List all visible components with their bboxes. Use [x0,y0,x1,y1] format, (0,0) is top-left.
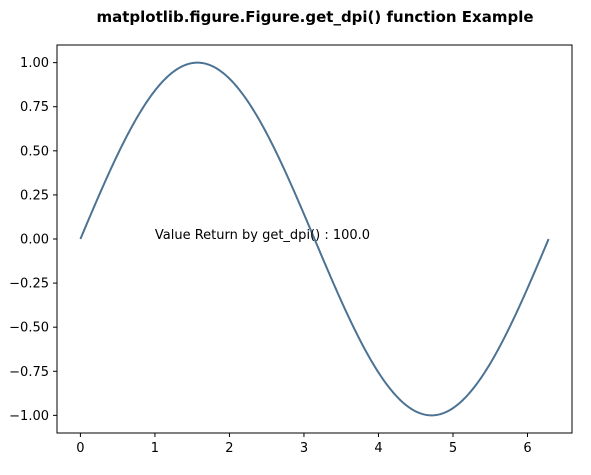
x-tick-label: 3 [300,441,308,456]
y-tick-label: 0.00 [20,233,49,248]
x-tick-label: 1 [151,441,159,456]
y-tick-label: 0.25 [20,188,49,203]
chart-title: matplotlib.figure.Figure.get_dpi() funct… [96,8,534,26]
y-tick-label: −1.00 [9,409,49,424]
series-line-0 [79,61,550,417]
x-tick-label: 6 [523,441,531,456]
y-tick-label: −0.75 [9,365,49,380]
x-tick-label: 2 [225,441,233,456]
x-tick-label: 5 [449,441,457,456]
y-tick-label: 0.50 [20,144,49,159]
y-tick-label: −0.50 [9,321,49,336]
y-tick-label: −0.25 [9,277,49,292]
annotation-text: Value Return by get_dpi() : 100.0 [155,228,370,243]
y-tick-label: 1.00 [20,56,49,71]
x-tick-label: 4 [374,441,382,456]
y-tick-label: 0.75 [20,100,49,115]
x-tick-label: 0 [76,441,84,456]
